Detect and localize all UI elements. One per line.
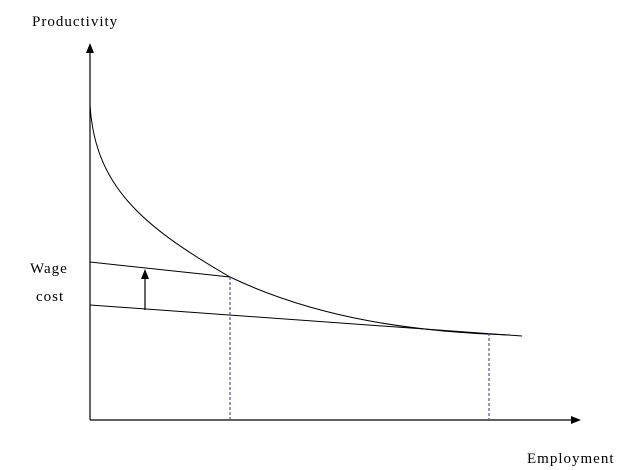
- x-axis-label: Employment: [527, 451, 615, 467]
- wage-line-high: [89, 261, 231, 278]
- wage-label: Wage: [30, 261, 68, 277]
- wage-label: cost: [36, 289, 64, 305]
- y-axis-label: Productivity: [32, 14, 118, 30]
- wage-line-low: [89, 304, 523, 337]
- productivity-curve: [89, 104, 511, 336]
